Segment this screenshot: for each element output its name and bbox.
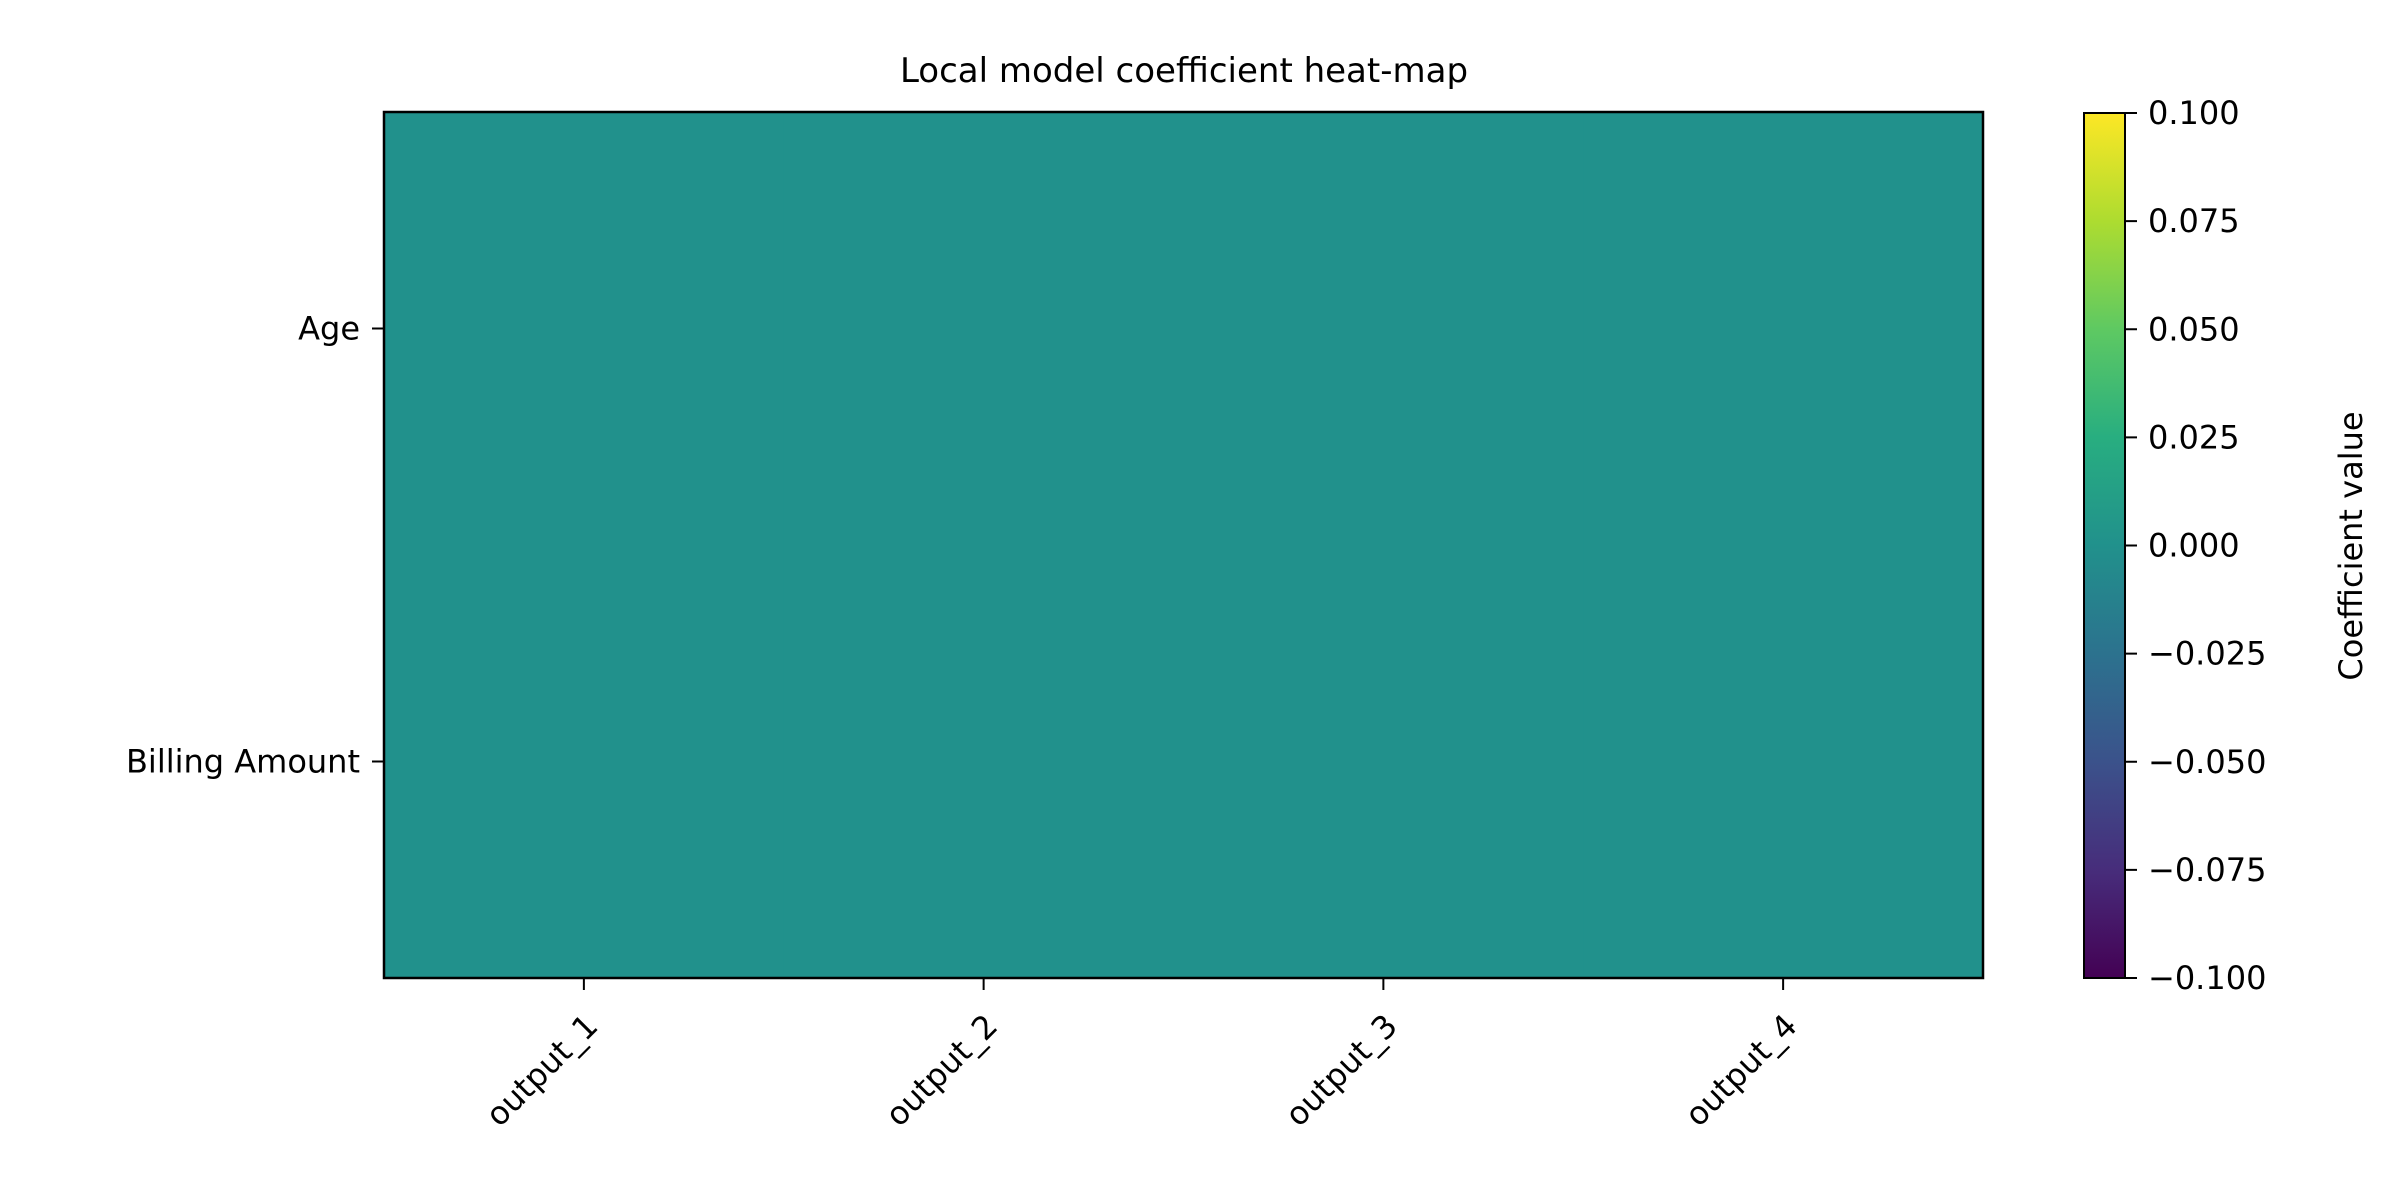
chart-title: Local model coefficient heat-map xyxy=(900,51,1468,91)
colorbar: 0.100 0.075 0.050 0.025 0.000 −0.025 −0.050 −0.… xyxy=(2083,94,2370,997)
x-axis: output_1 output_2 output_3 output_4 xyxy=(478,978,1805,1134)
heatmap-cell xyxy=(783,112,1184,546)
heatmap-cell xyxy=(1583,545,1984,979)
colorbar-tick-label: −0.025 xyxy=(2148,635,2266,673)
heatmap-cell xyxy=(1183,545,1584,979)
y-tick-label: Billing Amount xyxy=(126,743,360,781)
colorbar-label: Coefficient value xyxy=(2332,411,2370,680)
y-axis: Age Billing Amount xyxy=(126,310,384,781)
x-tick-label: output_1 xyxy=(478,1007,605,1134)
x-tick-label: output_2 xyxy=(878,1007,1005,1134)
heatmap-cell xyxy=(384,545,785,979)
colorbar-tick-label: 0.000 xyxy=(2148,527,2240,565)
colorbar-tick-label: 0.100 xyxy=(2148,94,2240,132)
heatmap-cell xyxy=(1183,112,1584,546)
colorbar-gradient xyxy=(2083,112,2126,979)
y-tick-label: Age xyxy=(298,310,360,348)
x-tick-label: output_4 xyxy=(1677,1007,1804,1134)
colorbar-tick-label: −0.100 xyxy=(2148,959,2266,997)
colorbar-tick-label: 0.075 xyxy=(2148,202,2240,240)
heatmap-cell xyxy=(783,545,1184,979)
colorbar-ticks: 0.100 0.075 0.050 0.025 0.000 −0.025 −0.050 −0.… xyxy=(2125,94,2266,997)
heatmap-cell xyxy=(384,112,785,546)
plot-frame xyxy=(382,110,1985,980)
colorbar-tick-label: −0.075 xyxy=(2148,851,2266,889)
x-tick-label: output_3 xyxy=(1278,1007,1405,1134)
colorbar-tick-label: 0.025 xyxy=(2148,418,2240,456)
colorbar-tick-label: −0.050 xyxy=(2148,743,2266,781)
colorbar-tick-label: 0.050 xyxy=(2148,310,2240,348)
heatmap-cells xyxy=(384,112,1984,979)
heatmap-cell xyxy=(1583,112,1984,546)
